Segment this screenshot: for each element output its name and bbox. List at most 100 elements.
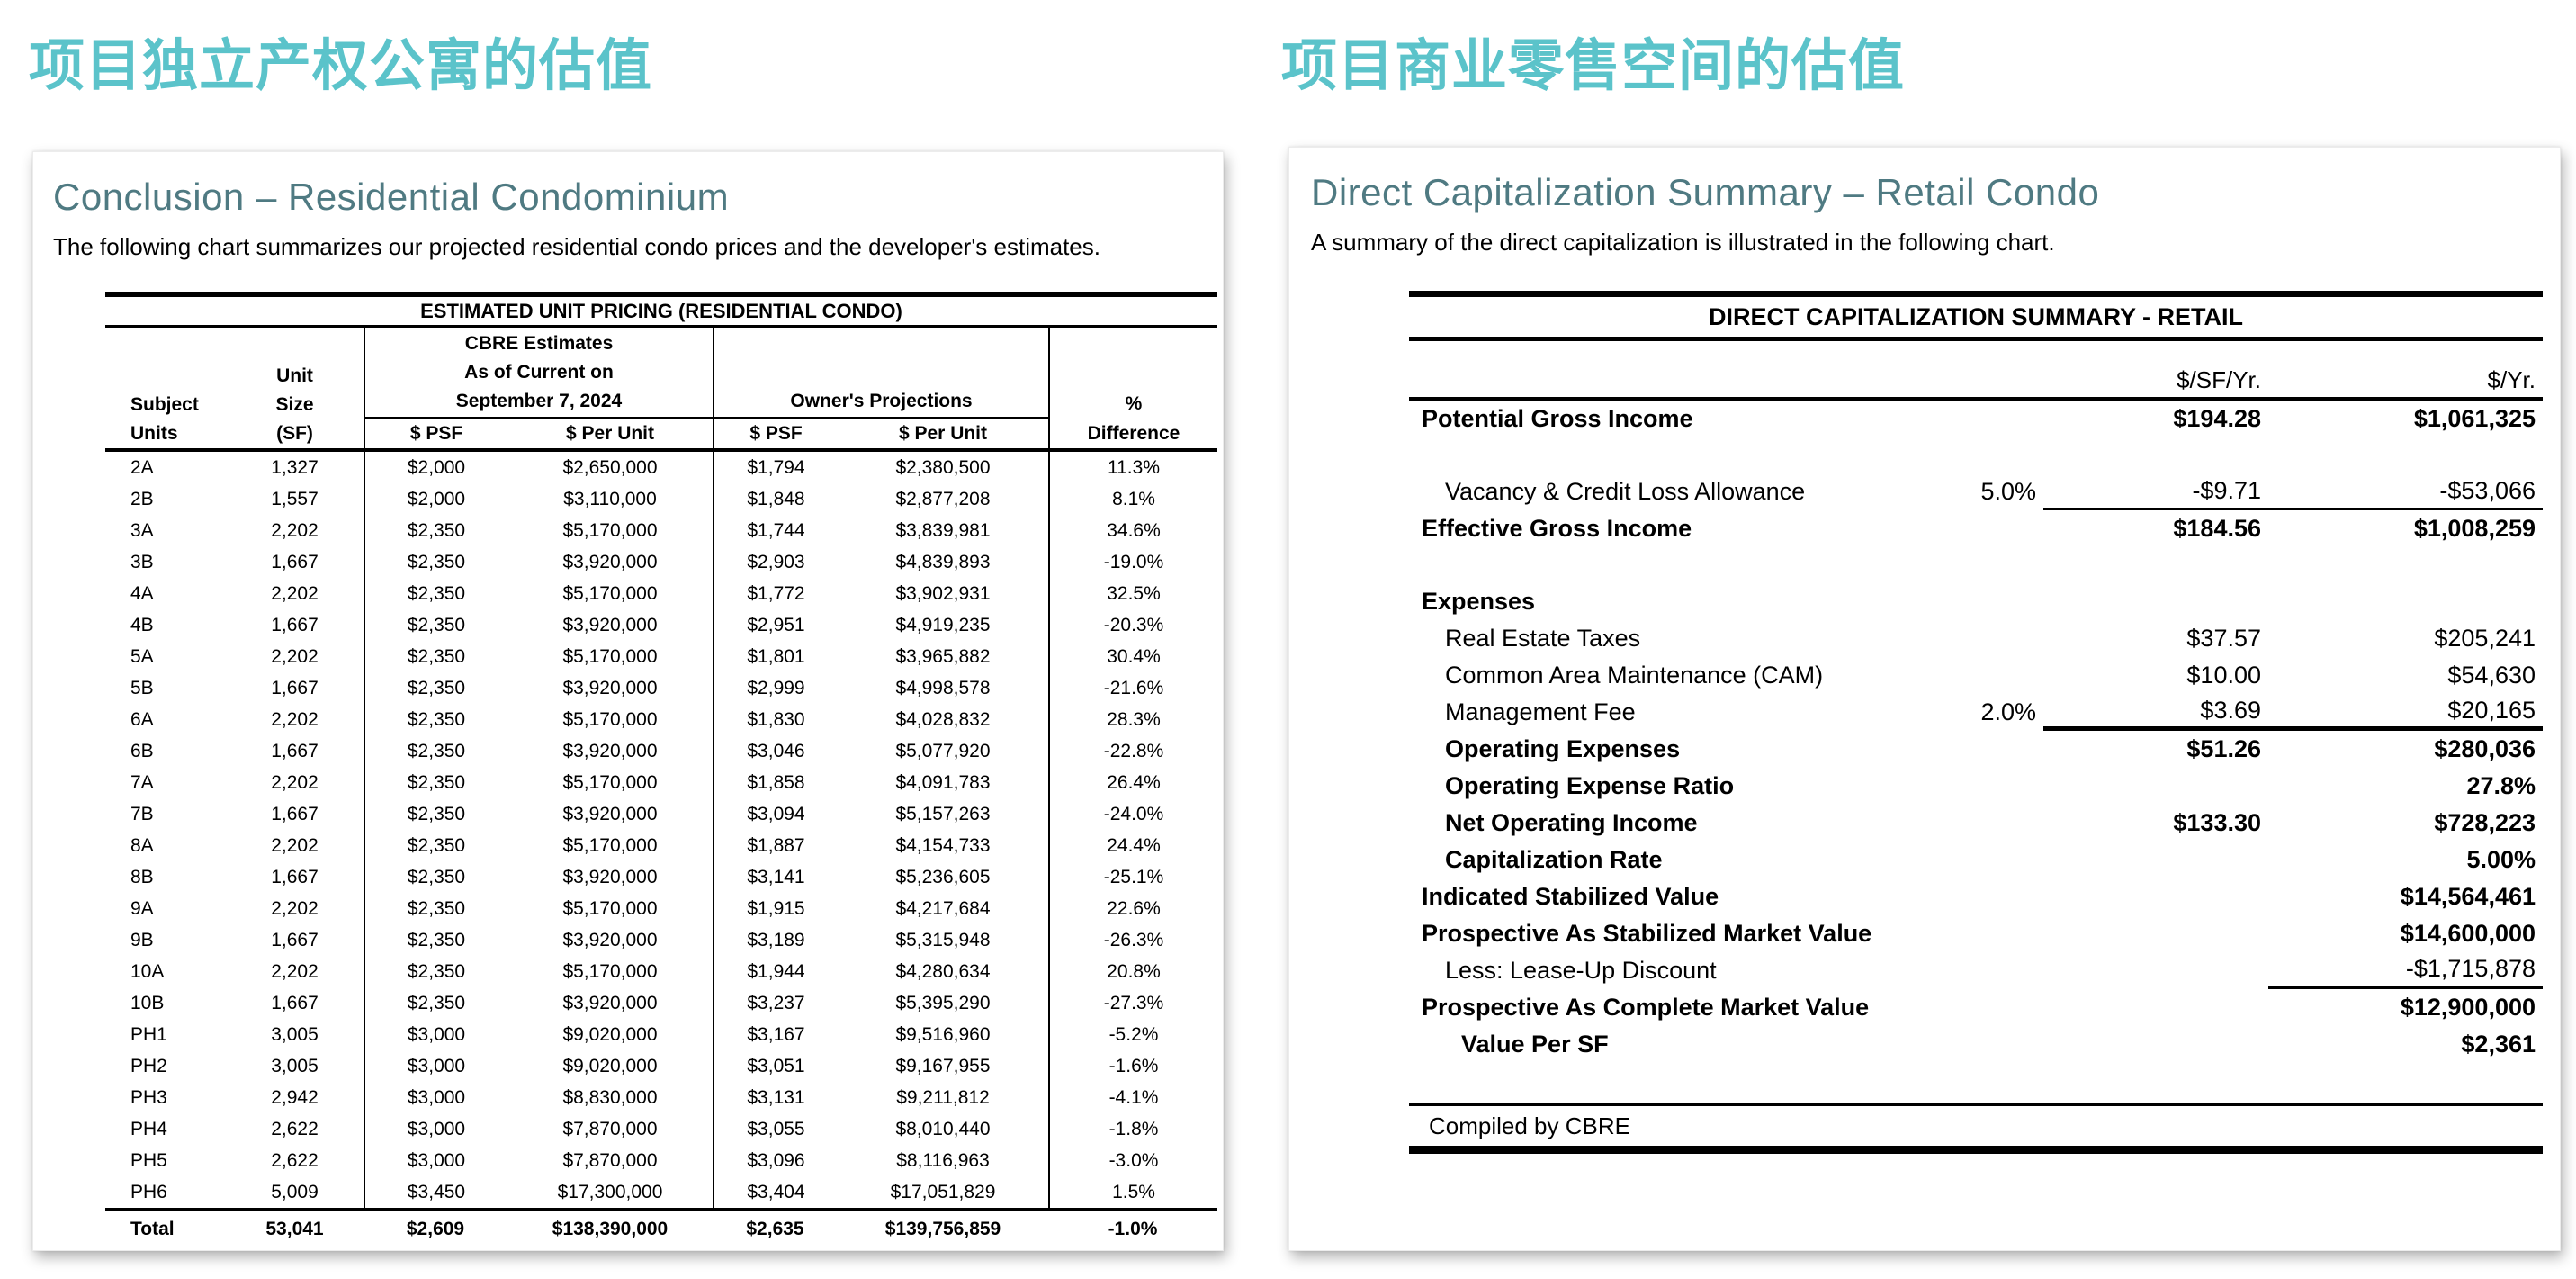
cbre-psf: $3,000: [364, 1113, 507, 1145]
cbre-per-unit: $3,920,000: [562, 992, 658, 1013]
line-item-per-yr-value: -$53,066: [2268, 473, 2543, 510]
unit-size-sf: 3,005: [271, 1055, 319, 1076]
cbre-psf: $3,000: [364, 1050, 507, 1082]
residential-panel-title: Conclusion – Residential Condominium: [53, 176, 730, 218]
retail-table-footer: Compiled by CBRE: [1409, 1103, 2543, 1154]
percent-difference: 22.6%: [1048, 893, 1217, 924]
owner-per-unit: $4,217,684: [895, 897, 991, 919]
total-owner-psf: $2,635: [746, 1219, 804, 1239]
dc-row-vacancy-credit-loss-allowance: Vacancy & Credit Loss Allowance 5.0% -$9.7…: [1409, 473, 2543, 510]
cbre-psf: $3,000: [364, 1019, 507, 1050]
percent-difference: -20.3%: [1048, 609, 1217, 641]
cbre-psf: $2,000: [364, 483, 507, 515]
empty-header-cell: [1409, 366, 1949, 398]
unit-id: 4A: [130, 582, 154, 604]
owner-psf: $3,189: [713, 924, 838, 956]
unit-id: 9A: [130, 897, 154, 919]
percent-difference: -27.3%: [1048, 987, 1217, 1019]
line-item-per-yr-value: $280,036: [2434, 735, 2536, 762]
percent-difference: -3.0%: [1048, 1145, 1217, 1176]
owner-psf: $2,951: [713, 609, 838, 641]
unit-row-6A: 6A 2,202 $2,350 $5,170,000 $1,830 $4,028,832 2…: [105, 704, 1217, 735]
owner-psf: $3,051: [713, 1050, 838, 1082]
cbre-per-unit: $5,170,000: [562, 834, 658, 856]
unit-size-sf: 2,202: [271, 708, 319, 730]
owner-per-unit: $5,395,290: [895, 992, 991, 1013]
dc-row-expenses: Expenses: [1409, 583, 2543, 620]
dc-row-indicated-stabilized-value: Indicated Stabilized Value $14,564,461: [1409, 878, 2543, 915]
line-item-per-yr-value: 5.00%: [2466, 846, 2536, 873]
line-item-percent: [1949, 805, 2043, 842]
col-header-per-sf-yr: $/SF/Yr.: [2177, 366, 2261, 393]
owner-per-unit: $3,839,981: [895, 519, 991, 541]
subject-size-header: Subject Unit Size: [105, 328, 364, 419]
unit-row-6B: 6B 1,667 $2,350 $3,920,000 $3,046 $5,077,920 -…: [105, 735, 1217, 767]
line-item-per-yr-value: $2,361: [2461, 1031, 2536, 1058]
unit-row-4A: 4A 2,202 $2,350 $5,170,000 $1,772 $3,902,931 3…: [105, 578, 1217, 609]
cbre-psf: $3,000: [364, 1082, 507, 1113]
cbre-psf: $2,350: [364, 641, 507, 672]
direct-capitalization-table: DIRECT CAPITALIZATION SUMMARY - RETAIL $…: [1409, 291, 2543, 1154]
owner-psf: $1,915: [713, 893, 838, 924]
owner-per-unit: $2,877,208: [895, 488, 991, 509]
unit-id: 5B: [130, 677, 154, 698]
dc-row-prospective-as-complete-market-value: Prospective As Complete Market Value $12,…: [1409, 989, 2543, 1026]
col-header-unit-size: Unit Size: [275, 365, 314, 415]
owner-psf: $3,237: [713, 987, 838, 1019]
compiled-by-note: Compiled by CBRE: [1429, 1112, 1630, 1139]
owner-per-unit: $17,051,829: [890, 1181, 996, 1202]
residential-conclusion-panel: Conclusion – Residential Condominium The…: [32, 151, 1224, 1251]
owner-psf: $3,096: [713, 1145, 838, 1176]
line-item-percent: [1949, 952, 2043, 989]
line-item-per-yr-value: [2268, 583, 2543, 620]
col-header-cbre-psf: $ PSF: [364, 419, 507, 448]
unit-size-sf: 2,202: [271, 834, 319, 856]
cbre-per-unit: $7,870,000: [562, 1149, 658, 1171]
owner-per-unit: $5,157,263: [895, 803, 991, 824]
line-item-label: Prospective As Stabilized Market Value: [1422, 920, 1872, 947]
line-item-per-sf-value: $51.26: [2186, 735, 2261, 762]
spacer-row: [1409, 437, 2543, 473]
unit-id: 7B: [130, 803, 154, 824]
unit-size-sf: 1,667: [271, 992, 319, 1013]
owner-psf: $1,801: [713, 641, 838, 672]
cbre-per-unit: $3,110,000: [563, 488, 657, 509]
line-item-label: Less: Lease-Up Discount: [1445, 957, 1717, 984]
unit-row-10B: 10B 1,667 $2,350 $3,920,000 $3,237 $5,395,290…: [105, 987, 1217, 1019]
owner-per-unit: $9,211,812: [896, 1086, 990, 1108]
cbre-per-unit: $3,920,000: [562, 740, 658, 761]
cbre-per-unit: $5,170,000: [562, 960, 658, 982]
retail-panel-title: Direct Capitalization Summary – Retail C…: [1311, 171, 2100, 213]
cbre-per-unit: $3,920,000: [562, 614, 658, 635]
col-header-difference: Difference: [1048, 419, 1217, 448]
line-item-per-sf-value: $37.57: [2186, 625, 2261, 652]
line-item-per-sf-value: $194.28: [2173, 405, 2261, 432]
owner-psf: $3,131: [713, 1082, 838, 1113]
owner-per-unit: $5,077,920: [895, 740, 991, 761]
unit-row-8A: 8A 2,202 $2,350 $5,170,000 $1,887 $4,154,733 2…: [105, 830, 1217, 861]
unit-size-sf: 1,667: [271, 551, 319, 572]
dc-row-real-estate-taxes: Real Estate Taxes $37.57 $205,241: [1409, 620, 2543, 657]
section-heading-residential: 项目独立产权公寓的估值: [29, 35, 653, 97]
unit-row-7A: 7A 2,202 $2,350 $5,170,000 $1,858 $4,091,783 2…: [105, 767, 1217, 798]
owner-per-unit: $8,010,440: [895, 1118, 991, 1139]
cbre-psf: $2,350: [364, 767, 507, 798]
unit-id: 3B: [130, 551, 154, 572]
line-item-per-yr-value: $20,165: [2268, 694, 2543, 731]
cbre-per-unit: $7,870,000: [562, 1118, 658, 1139]
owner-psf: $3,167: [713, 1019, 838, 1050]
owner-per-unit: $4,919,235: [895, 614, 991, 635]
line-item-label: Management Fee: [1445, 698, 1636, 725]
cbre-psf: $3,450: [364, 1176, 507, 1208]
line-item-per-sf-value: [2043, 583, 2268, 620]
cbre-psf: $2,350: [364, 546, 507, 578]
percent-difference: 24.4%: [1048, 830, 1217, 861]
line-item-percent: [1949, 768, 2043, 805]
unit-row-2B: 2B 1,557 $2,000 $3,110,000 $1,848 $2,877,208 8…: [105, 483, 1217, 515]
cbre-psf: $2,350: [364, 704, 507, 735]
dc-row-operating-expense-ratio: Operating Expense Ratio 27.8%: [1409, 768, 2543, 805]
unit-id: PH6: [130, 1181, 167, 1202]
unit-row-4B: 4B 1,667 $2,350 $3,920,000 $2,951 $4,919,235 -…: [105, 609, 1217, 641]
line-item-per-yr-value: $728,223: [2434, 809, 2536, 836]
unit-id: PH3: [130, 1086, 167, 1108]
